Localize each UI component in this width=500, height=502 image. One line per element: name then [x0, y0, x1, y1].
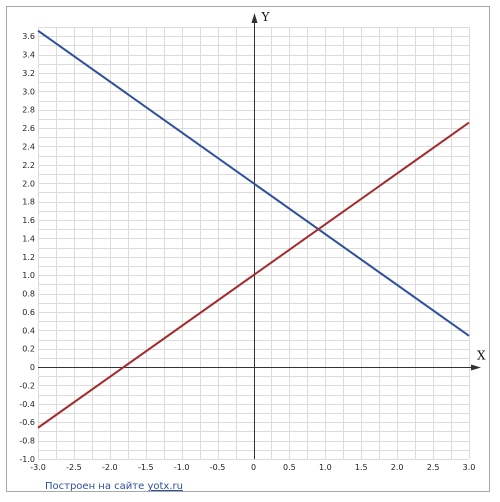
y-tick-label: 0.6 [22, 308, 35, 317]
y-tick-label: 3.2 [22, 69, 35, 78]
y-axis-arrow [251, 13, 258, 23]
x-tick-label: -1.0 [174, 463, 190, 472]
y-tick-label: -0.6 [19, 418, 35, 427]
x-tick-label: -3.0 [30, 463, 46, 472]
axes [38, 13, 481, 459]
series-line-2 [37, 121, 470, 429]
x-tick-label: -2.0 [102, 463, 118, 472]
x-axis-arrow [471, 364, 481, 371]
y-tick-label: 2.8 [22, 106, 35, 115]
y-tick-label: 1.2 [22, 253, 35, 262]
x-tick-label: 3.0 [463, 463, 476, 472]
y-tick-label: 0.4 [22, 326, 35, 335]
grid [38, 27, 470, 460]
y-tick-label: 3.4 [22, 51, 35, 60]
y-tick-label: -1.0 [19, 455, 35, 464]
y-tick-label: 1.4 [22, 234, 35, 243]
y-axis-label: Y [261, 10, 271, 24]
y-tick-label: 2.4 [22, 142, 35, 151]
line-chart: -3.0 -2.5 -2.0 -1.5 -1.0 -0.5 0 0.5 1.0 1.5 2.0 2.5… [19, 10, 486, 472]
footer-text: Построен на сайте [45, 481, 145, 492]
x-tick-label: 0 [251, 463, 256, 472]
footer-credit: Построен на сайте yotx.ru [45, 481, 183, 492]
y-tick-label: 1.8 [22, 198, 35, 207]
y-tick-label: 2.0 [22, 179, 35, 188]
y-tick-label: 2.2 [22, 161, 35, 170]
site-link[interactable]: yotx.ru [147, 481, 183, 492]
x-tick-label: 2.0 [391, 463, 404, 472]
x-tick-label: 1.5 [355, 463, 368, 472]
y-tick-label: 3.6 [22, 32, 35, 41]
x-tick-label: 2.5 [427, 463, 440, 472]
x-tick-label: 1.0 [319, 463, 332, 472]
tick-labels: -3.0 -2.5 -2.0 -1.5 -1.0 -0.5 0 0.5 1.0 1.5 2.0 2.5… [19, 32, 475, 472]
series-line-1 [37, 29, 470, 337]
series-lines [37, 29, 470, 429]
y-tick-label: -0.8 [19, 437, 35, 446]
y-tick-label: 0.2 [22, 345, 35, 354]
y-tick-label: 3.0 [22, 87, 35, 96]
y-tick-label: 1.0 [22, 271, 35, 280]
y-tick-label: 0 [30, 363, 35, 372]
chart-frame: -3.0 -2.5 -2.0 -1.5 -1.0 -0.5 0 0.5 1.0 1.5 2.0 2.5… [6, 6, 490, 492]
y-tick-label: 1.6 [22, 216, 35, 225]
y-tick-label: 0.8 [22, 290, 35, 299]
x-tick-label: -2.5 [66, 463, 82, 472]
y-tick-label: -0.2 [19, 381, 35, 390]
y-tick-label: 2.6 [22, 124, 35, 133]
y-tick-label: -0.4 [19, 400, 35, 409]
x-axis-label: X [477, 349, 486, 363]
x-tick-label: -0.5 [210, 463, 226, 472]
x-tick-label: 0.5 [283, 463, 296, 472]
x-tick-label: -1.5 [138, 463, 154, 472]
